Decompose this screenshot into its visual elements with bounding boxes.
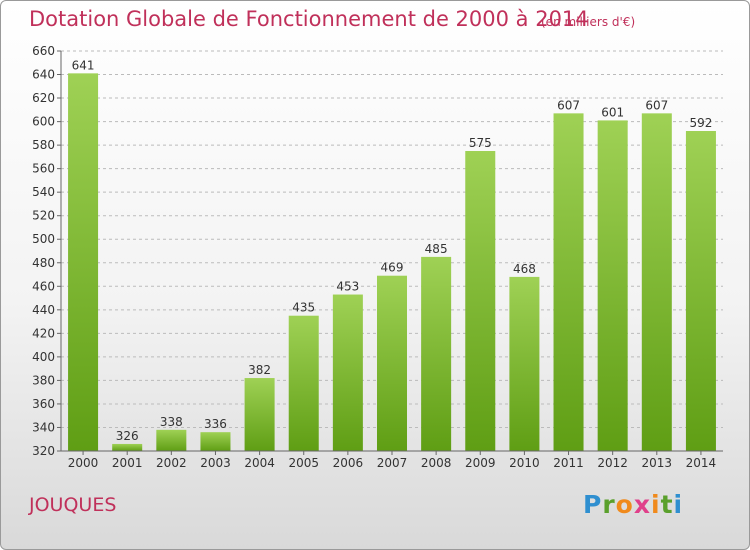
bar-2012: [597, 120, 628, 451]
bar-2004: [244, 378, 275, 451]
data-label-2014: 592: [689, 116, 712, 130]
y-tick-label: 600: [32, 115, 55, 129]
x-tick-label-2006: 2006: [333, 456, 364, 470]
x-tick-label-2004: 2004: [244, 456, 275, 470]
y-tick-label: 480: [32, 256, 55, 270]
data-label-2010: 468: [513, 262, 536, 276]
x-tick-label-2014: 2014: [686, 456, 717, 470]
y-tick-label: 460: [32, 279, 55, 293]
y-tick-label: 500: [32, 232, 55, 246]
y-tick-label: 580: [32, 138, 55, 152]
y-tick-label: 340: [32, 420, 55, 434]
bar-2006: [332, 294, 363, 451]
y-tick-label: 560: [32, 162, 55, 176]
bar-2005: [288, 315, 319, 451]
y-tick-label: 440: [32, 303, 55, 317]
data-label-2009: 575: [469, 136, 492, 150]
data-label-2011: 607: [557, 98, 580, 112]
bar-2001: [112, 443, 143, 451]
x-tick-label-2000: 2000: [68, 456, 99, 470]
x-tick-label-2001: 2001: [112, 456, 143, 470]
y-tick-label: 520: [32, 209, 55, 223]
x-tick-label-2012: 2012: [597, 456, 628, 470]
bar-2000: [68, 73, 99, 452]
proxiti-logo: Proxiti: [583, 490, 684, 519]
bar-2003: [200, 432, 231, 451]
y-tick-label: 320: [32, 444, 55, 458]
x-tick-label-2010: 2010: [509, 456, 540, 470]
x-tick-label-2011: 2011: [553, 456, 584, 470]
data-label-2003: 336: [204, 417, 227, 431]
data-label-2001: 326: [116, 429, 139, 443]
data-label-2012: 601: [601, 105, 624, 119]
data-label-2007: 469: [381, 261, 404, 275]
y-tick-label: 420: [32, 326, 55, 340]
x-tick-label-2007: 2007: [377, 456, 408, 470]
x-tick-label-2013: 2013: [642, 456, 673, 470]
data-label-2005: 435: [292, 301, 315, 315]
data-label-2004: 382: [248, 363, 271, 377]
y-tick-label: 400: [32, 350, 55, 364]
commune-name: JOUQUES: [29, 494, 117, 516]
bar-2009: [465, 151, 496, 451]
y-tick-label: 660: [32, 44, 55, 58]
chart-title: Dotation Globale de Fonctionnement de 20…: [29, 7, 589, 31]
x-tick-label-2009: 2009: [465, 456, 496, 470]
x-tick-label-2003: 2003: [200, 456, 231, 470]
x-tick-label-2005: 2005: [288, 456, 319, 470]
bar-2010: [509, 276, 540, 451]
data-label-2002: 338: [160, 415, 183, 429]
bar-2007: [376, 275, 408, 451]
y-tick-label: 360: [32, 397, 55, 411]
y-tick-label: 620: [32, 91, 55, 105]
data-label-2008: 485: [425, 242, 448, 256]
bar-2002: [156, 429, 187, 451]
bar-2014: [685, 131, 716, 451]
x-tick-label-2002: 2002: [156, 456, 187, 470]
chart-unit: (en milliers d'€): [541, 15, 636, 29]
bars: 641 326 338 336 382 435 453 469 485 575 468 607 601 6…: [68, 58, 716, 452]
data-label-2013: 607: [645, 98, 668, 112]
axes: 320 340 360 380 400 420 440 460 480 500 520 540 560 5…: [32, 44, 723, 470]
x-tick-label-2008: 2008: [421, 456, 452, 470]
y-tick-label: 540: [32, 185, 55, 199]
data-label-2006: 453: [336, 280, 359, 294]
bar-2013: [641, 113, 672, 452]
bar-2011: [553, 113, 584, 452]
data-label-2000: 641: [72, 58, 95, 72]
bar-2008: [421, 256, 452, 451]
y-tick-label: 640: [32, 68, 55, 82]
y-tick-label: 380: [32, 373, 55, 387]
